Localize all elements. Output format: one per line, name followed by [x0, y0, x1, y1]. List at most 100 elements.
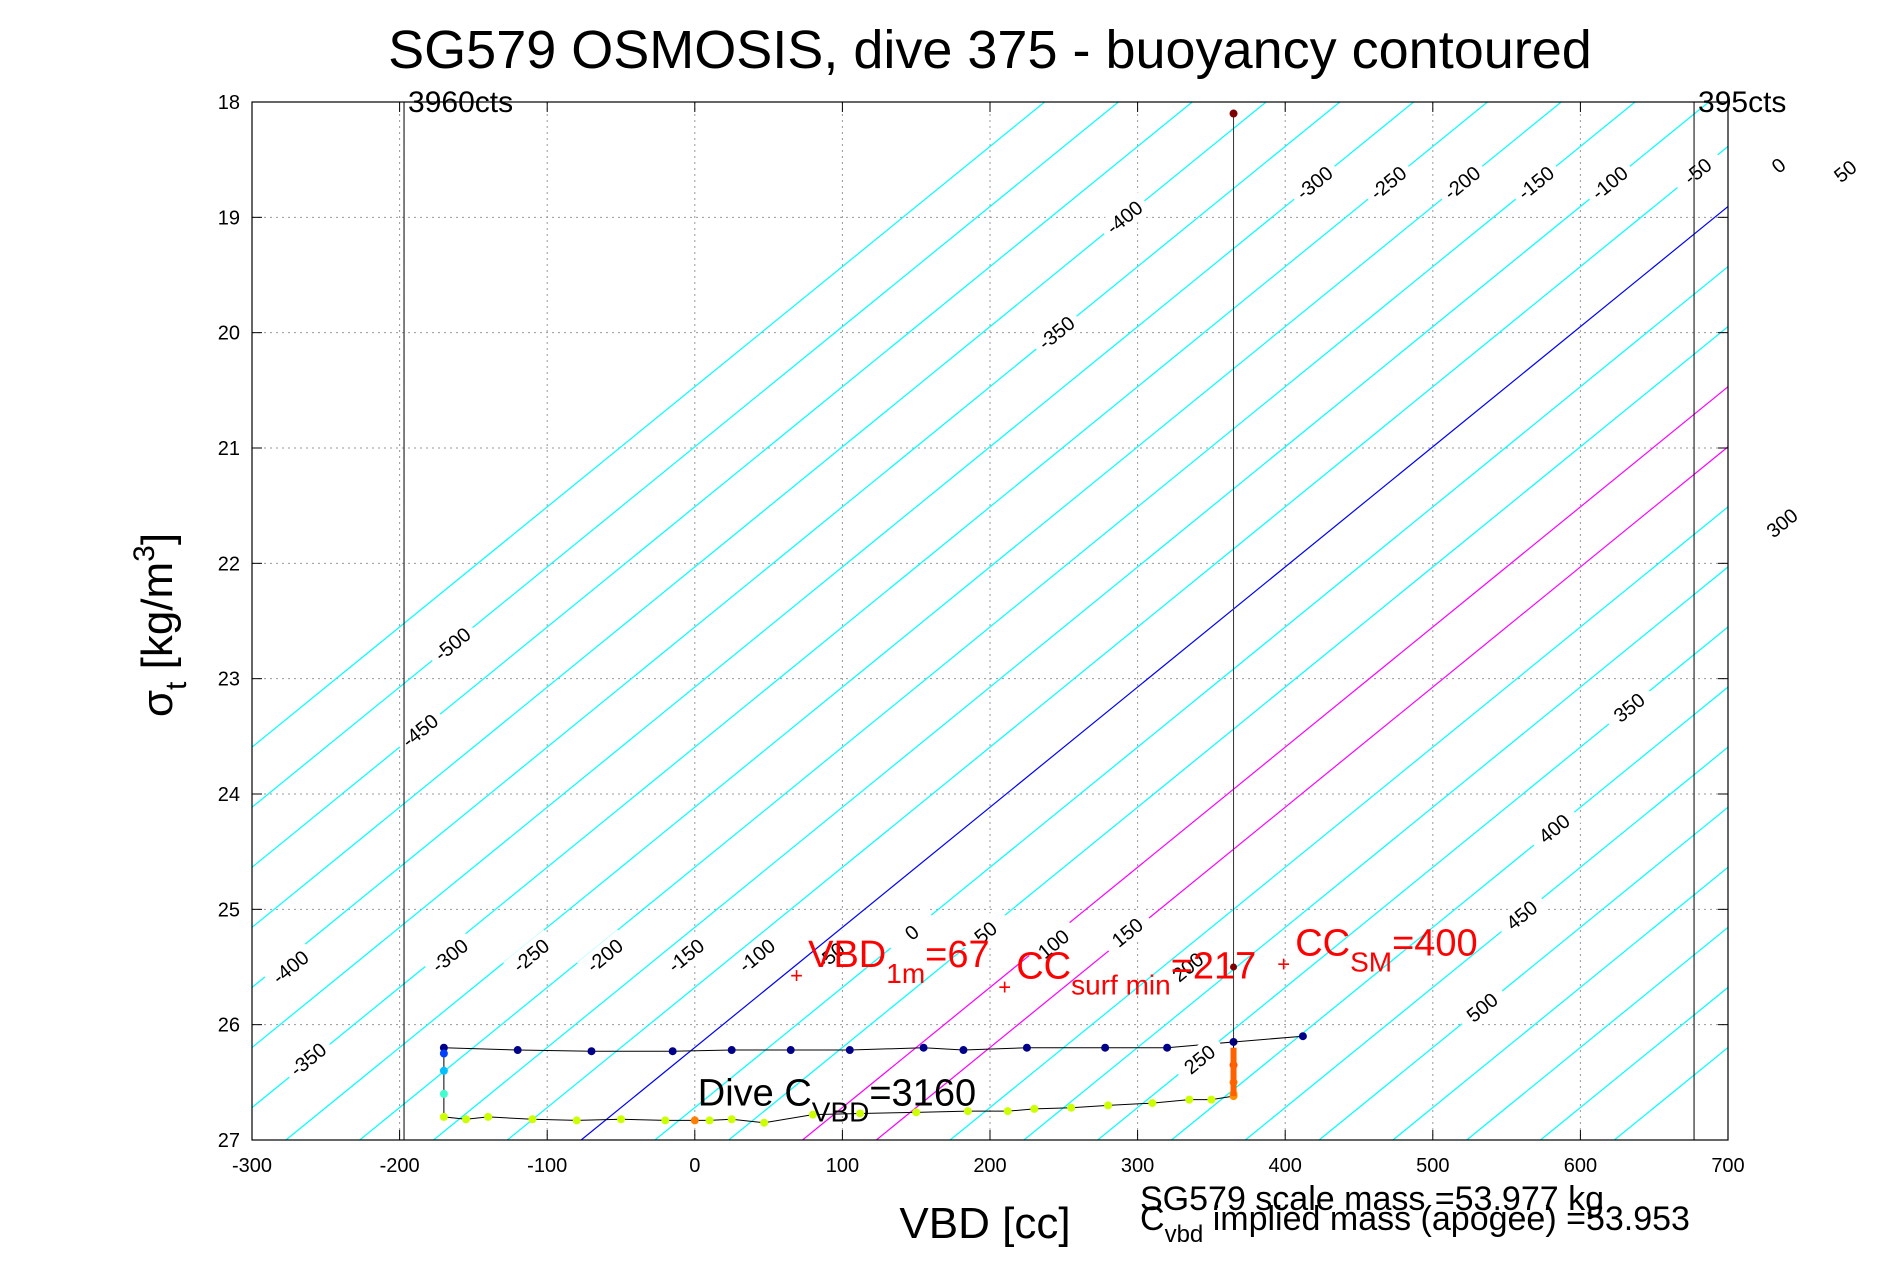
x-tick-label: 700 — [1711, 1155, 1744, 1177]
contour-line-650 — [1540, 986, 1728, 1140]
apogee-top-point — [1229, 109, 1238, 118]
contour-label-bg — [1750, 139, 1807, 192]
contour-line--200 — [285, 102, 1562, 1140]
contour-label-bg — [1601, 681, 1657, 734]
x-axis-label: VBD [cc] — [899, 1199, 1070, 1248]
contour-line-500 — [1318, 806, 1728, 1140]
climb-point — [462, 1115, 471, 1124]
dive-trail — [1233, 1035, 1303, 1043]
y-tick-label: 21 — [218, 438, 240, 460]
y-axis-label-unit: [kg/m — [133, 562, 182, 682]
climb-point — [1148, 1099, 1157, 1108]
contour-line-550 — [1392, 866, 1728, 1140]
contour-label-layer: -400-350-300-250-200-150-100-50050100150… — [262, 139, 1891, 1085]
contour-line--300 — [252, 102, 1414, 1049]
y-tick-label: 20 — [218, 323, 240, 345]
grid-layer — [252, 102, 1728, 1140]
contour-label-bg — [1028, 306, 1085, 359]
x-tick-label: 0 — [689, 1155, 700, 1177]
contour-label-bg — [1884, 151, 1891, 203]
y-axis-label-close: ] — [133, 533, 182, 545]
contour-label-bg — [1508, 157, 1564, 209]
dive-point — [845, 1046, 854, 1055]
dive-point — [919, 1043, 928, 1052]
apogee-mid-point — [1230, 963, 1238, 971]
climb-point — [963, 1107, 972, 1116]
contour-label-bg — [884, 906, 940, 959]
annotation-marker: + — [790, 963, 803, 988]
climb-point — [1067, 1103, 1076, 1112]
contour-label-bg — [1160, 941, 1216, 993]
annotation-marker: + — [998, 975, 1011, 1000]
dive-point — [1022, 1043, 1031, 1052]
contour-line--450 — [252, 102, 1193, 869]
climb-point — [1003, 1107, 1012, 1116]
x-tick-label: -200 — [380, 1155, 420, 1177]
climb-point — [1104, 1101, 1113, 1110]
y-tick-label: 25 — [218, 899, 240, 921]
contour-line--150 — [359, 102, 1636, 1140]
contour-label-bg — [422, 929, 478, 982]
dive-point — [786, 1046, 795, 1055]
footer-implied-mass: Cvbd implied mass (apogee) =53.953 — [1140, 1200, 1690, 1248]
climb-point — [760, 1118, 769, 1127]
contour-line-0 — [580, 205, 1728, 1140]
y-tick-label: 18 — [218, 92, 240, 114]
contour-line-600 — [1466, 926, 1728, 1140]
footer-implied-mass-main: C — [1140, 1200, 1165, 1238]
annotation-marker: + — [1277, 951, 1290, 976]
contour-line-150 — [802, 385, 1728, 1140]
x-tick-label: -300 — [232, 1155, 272, 1177]
climb-point — [661, 1116, 670, 1125]
climb-point — [617, 1115, 625, 1124]
contour-line--100 — [433, 102, 1710, 1140]
annotation-ccsurf: CCsurf min=217 — [1016, 946, 1256, 1001]
series-layer — [439, 109, 1307, 1127]
contour-label-bg — [1817, 145, 1873, 197]
climb-point — [912, 1108, 921, 1117]
y-tick-label: 27 — [218, 1130, 240, 1152]
x-tick-label: -100 — [527, 1155, 567, 1177]
contour-label-bg — [1434, 157, 1490, 209]
contour-label-bg — [1454, 981, 1510, 1034]
dive-point — [587, 1047, 596, 1056]
contour-label-bg — [802, 929, 859, 982]
contour-line-350 — [1097, 626, 1728, 1140]
climb-point — [690, 1116, 699, 1125]
contour-line-450 — [1244, 746, 1728, 1140]
contour-line-700 — [1613, 1046, 1728, 1140]
contour-label-bg — [577, 929, 633, 982]
y-tick-label: 23 — [218, 669, 240, 691]
contour-line--250 — [252, 102, 1488, 1109]
footer-scale-mass: SG579 scale mass =53.977 kg — [1140, 1180, 1604, 1218]
dive-point — [959, 1046, 968, 1055]
contour-line-200 — [875, 446, 1728, 1140]
contour-label-bg — [503, 929, 559, 982]
annotation-ccsm: CCSM=400 — [1295, 922, 1477, 977]
contour-line-250 — [949, 506, 1728, 1140]
contour-label-bg — [262, 941, 319, 993]
contour-label-bg — [280, 1033, 336, 1085]
y-tick-label: 19 — [218, 207, 240, 229]
y-axis-label-sub: t — [160, 681, 193, 690]
dive-point — [1163, 1043, 1172, 1052]
contour-label-bg — [1286, 157, 1343, 209]
contour-line--550 — [252, 102, 1045, 748]
climb-point — [1185, 1095, 1194, 1104]
contour-label-bg — [424, 618, 481, 670]
climb-point — [727, 1115, 736, 1124]
contour-label-bg — [1360, 157, 1416, 209]
contour-line--500 — [252, 102, 1119, 808]
contour-line--400 — [252, 102, 1267, 929]
contour-layer — [252, 102, 1728, 1140]
y-tick-label: 26 — [218, 1015, 240, 1037]
x-tick-label: 300 — [1121, 1155, 1154, 1177]
dive-point — [513, 1046, 522, 1055]
dive-point — [727, 1046, 736, 1055]
contour-line-50 — [654, 265, 1728, 1140]
climb-point — [1207, 1095, 1216, 1104]
climb-point — [808, 1110, 817, 1119]
dive-path — [443, 1041, 1235, 1094]
axes-layer: 3960cts 395cts-300 -200 -100 0 100 200 300 400 50… — [218, 86, 1787, 1177]
